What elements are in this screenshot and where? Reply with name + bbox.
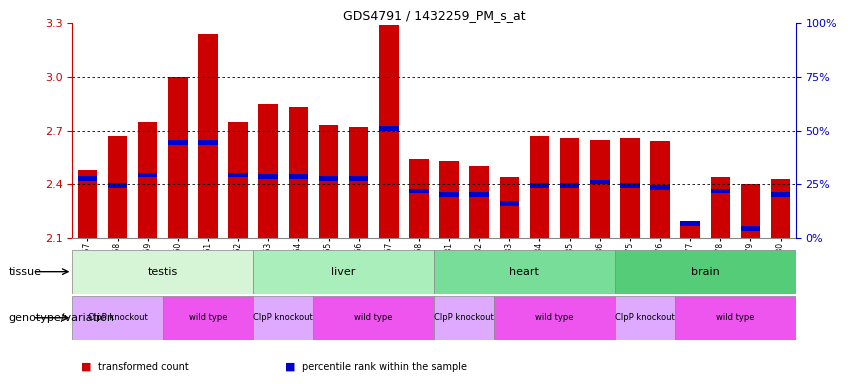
Bar	[259, 174, 278, 179]
Bar	[138, 173, 157, 177]
Bar	[379, 25, 398, 238]
Bar	[163, 296, 254, 340]
Bar	[529, 184, 549, 188]
Bar	[288, 174, 308, 179]
Bar	[349, 127, 368, 238]
Text: liver: liver	[331, 266, 356, 277]
Bar	[198, 141, 218, 145]
Text: testis: testis	[147, 266, 178, 277]
Bar	[590, 180, 609, 184]
Bar	[288, 107, 308, 238]
Bar	[77, 170, 97, 238]
Bar	[620, 138, 640, 238]
Bar	[650, 141, 670, 238]
Text: genotype/variation: genotype/variation	[9, 313, 115, 323]
Bar	[228, 173, 248, 177]
Text: tissue: tissue	[9, 266, 42, 277]
Bar	[168, 141, 187, 145]
Bar	[620, 184, 640, 188]
Bar	[494, 296, 614, 340]
Bar	[228, 122, 248, 238]
Bar	[711, 177, 730, 238]
Bar	[675, 296, 796, 340]
Bar	[319, 125, 339, 238]
Text: wild type: wild type	[535, 313, 574, 322]
Title: GDS4791 / 1432259_PM_s_at: GDS4791 / 1432259_PM_s_at	[343, 9, 525, 22]
Bar	[500, 177, 519, 238]
Bar	[681, 224, 700, 238]
Bar	[740, 227, 760, 231]
Text: wild type: wild type	[355, 313, 393, 322]
Text: ■: ■	[81, 362, 91, 372]
Text: heart: heart	[510, 266, 540, 277]
Text: ClpP knockout: ClpP knockout	[254, 313, 313, 322]
Text: ClpP knockout: ClpP knockout	[88, 313, 147, 322]
Bar	[72, 250, 796, 294]
Text: wild type: wild type	[189, 313, 227, 322]
Bar	[254, 296, 313, 340]
Bar	[439, 161, 459, 238]
Text: transformed count: transformed count	[98, 362, 189, 372]
Bar	[254, 250, 434, 294]
Bar	[439, 192, 459, 197]
Bar	[72, 296, 163, 340]
Text: ■: ■	[285, 362, 295, 372]
Bar	[77, 176, 97, 181]
Bar	[379, 126, 398, 131]
Bar	[108, 136, 128, 238]
Bar	[168, 77, 187, 238]
Bar	[434, 250, 614, 294]
Bar	[470, 192, 489, 197]
Text: wild type: wild type	[717, 313, 755, 322]
Bar	[560, 138, 580, 238]
Bar	[470, 166, 489, 238]
Bar	[198, 34, 218, 238]
Bar	[529, 136, 549, 238]
Text: ClpP knockout: ClpP knockout	[615, 313, 675, 322]
Bar	[409, 159, 429, 238]
Bar	[740, 184, 760, 238]
Bar	[349, 176, 368, 181]
Bar	[614, 250, 796, 294]
Bar	[650, 185, 670, 190]
Bar	[319, 176, 339, 181]
Bar	[434, 296, 494, 340]
Bar	[313, 296, 434, 340]
Bar	[711, 189, 730, 193]
Text: percentile rank within the sample: percentile rank within the sample	[302, 362, 467, 372]
Text: brain: brain	[691, 266, 720, 277]
Bar	[409, 189, 429, 193]
Bar	[259, 104, 278, 238]
Bar	[500, 201, 519, 206]
Bar	[138, 122, 157, 238]
Bar	[590, 139, 609, 238]
Bar	[560, 184, 580, 188]
Bar	[681, 221, 700, 225]
Bar	[771, 179, 791, 238]
Bar	[614, 296, 675, 340]
Bar	[771, 192, 791, 197]
Bar	[72, 250, 254, 294]
Text: ClpP knockout: ClpP knockout	[434, 313, 494, 322]
Bar	[108, 184, 128, 188]
